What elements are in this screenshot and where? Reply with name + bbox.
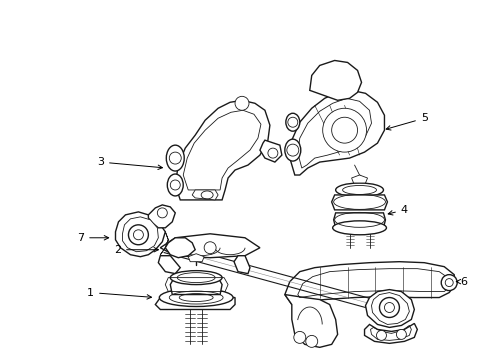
Circle shape bbox=[384, 302, 394, 312]
Text: 6: 6 bbox=[455, 276, 467, 287]
Circle shape bbox=[286, 144, 298, 156]
Circle shape bbox=[169, 152, 181, 164]
Circle shape bbox=[133, 230, 143, 240]
Circle shape bbox=[170, 180, 180, 190]
Text: 5: 5 bbox=[386, 113, 427, 130]
Polygon shape bbox=[289, 90, 384, 175]
Polygon shape bbox=[285, 262, 454, 305]
Polygon shape bbox=[148, 205, 175, 228]
Circle shape bbox=[396, 329, 406, 339]
Polygon shape bbox=[115, 212, 165, 257]
Polygon shape bbox=[183, 110, 261, 190]
Ellipse shape bbox=[285, 139, 300, 161]
Text: 4: 4 bbox=[387, 205, 407, 215]
Ellipse shape bbox=[285, 113, 299, 131]
Polygon shape bbox=[155, 298, 235, 310]
Circle shape bbox=[440, 275, 456, 291]
Polygon shape bbox=[160, 234, 260, 258]
Polygon shape bbox=[351, 175, 367, 183]
Ellipse shape bbox=[159, 289, 233, 306]
Circle shape bbox=[203, 242, 216, 254]
Circle shape bbox=[128, 225, 148, 245]
Polygon shape bbox=[175, 100, 269, 200]
Polygon shape bbox=[188, 254, 203, 262]
Circle shape bbox=[322, 108, 366, 152]
Text: 7: 7 bbox=[77, 233, 108, 243]
Circle shape bbox=[235, 96, 248, 110]
Text: 3: 3 bbox=[97, 157, 162, 170]
Polygon shape bbox=[331, 195, 386, 210]
Circle shape bbox=[331, 117, 357, 143]
Text: 2: 2 bbox=[114, 245, 158, 255]
Polygon shape bbox=[170, 278, 222, 294]
Polygon shape bbox=[333, 213, 385, 228]
Polygon shape bbox=[122, 217, 158, 252]
Circle shape bbox=[379, 298, 399, 318]
Polygon shape bbox=[158, 228, 168, 255]
Polygon shape bbox=[364, 323, 416, 343]
Polygon shape bbox=[297, 98, 371, 168]
Polygon shape bbox=[234, 256, 249, 274]
Circle shape bbox=[293, 332, 305, 343]
Ellipse shape bbox=[335, 183, 383, 197]
Circle shape bbox=[157, 208, 167, 218]
Polygon shape bbox=[309, 60, 361, 100]
Ellipse shape bbox=[170, 271, 222, 285]
Circle shape bbox=[267, 148, 277, 158]
Circle shape bbox=[287, 117, 297, 127]
Circle shape bbox=[444, 279, 452, 287]
Ellipse shape bbox=[166, 145, 184, 171]
Polygon shape bbox=[192, 190, 218, 200]
Ellipse shape bbox=[332, 221, 386, 235]
Circle shape bbox=[376, 330, 386, 340]
Polygon shape bbox=[365, 289, 413, 328]
Circle shape bbox=[305, 336, 317, 347]
Polygon shape bbox=[371, 293, 408, 324]
Polygon shape bbox=[165, 238, 195, 258]
Ellipse shape bbox=[167, 174, 183, 196]
Text: 1: 1 bbox=[87, 288, 151, 299]
Polygon shape bbox=[260, 140, 281, 162]
Polygon shape bbox=[158, 256, 180, 274]
Polygon shape bbox=[285, 294, 337, 347]
